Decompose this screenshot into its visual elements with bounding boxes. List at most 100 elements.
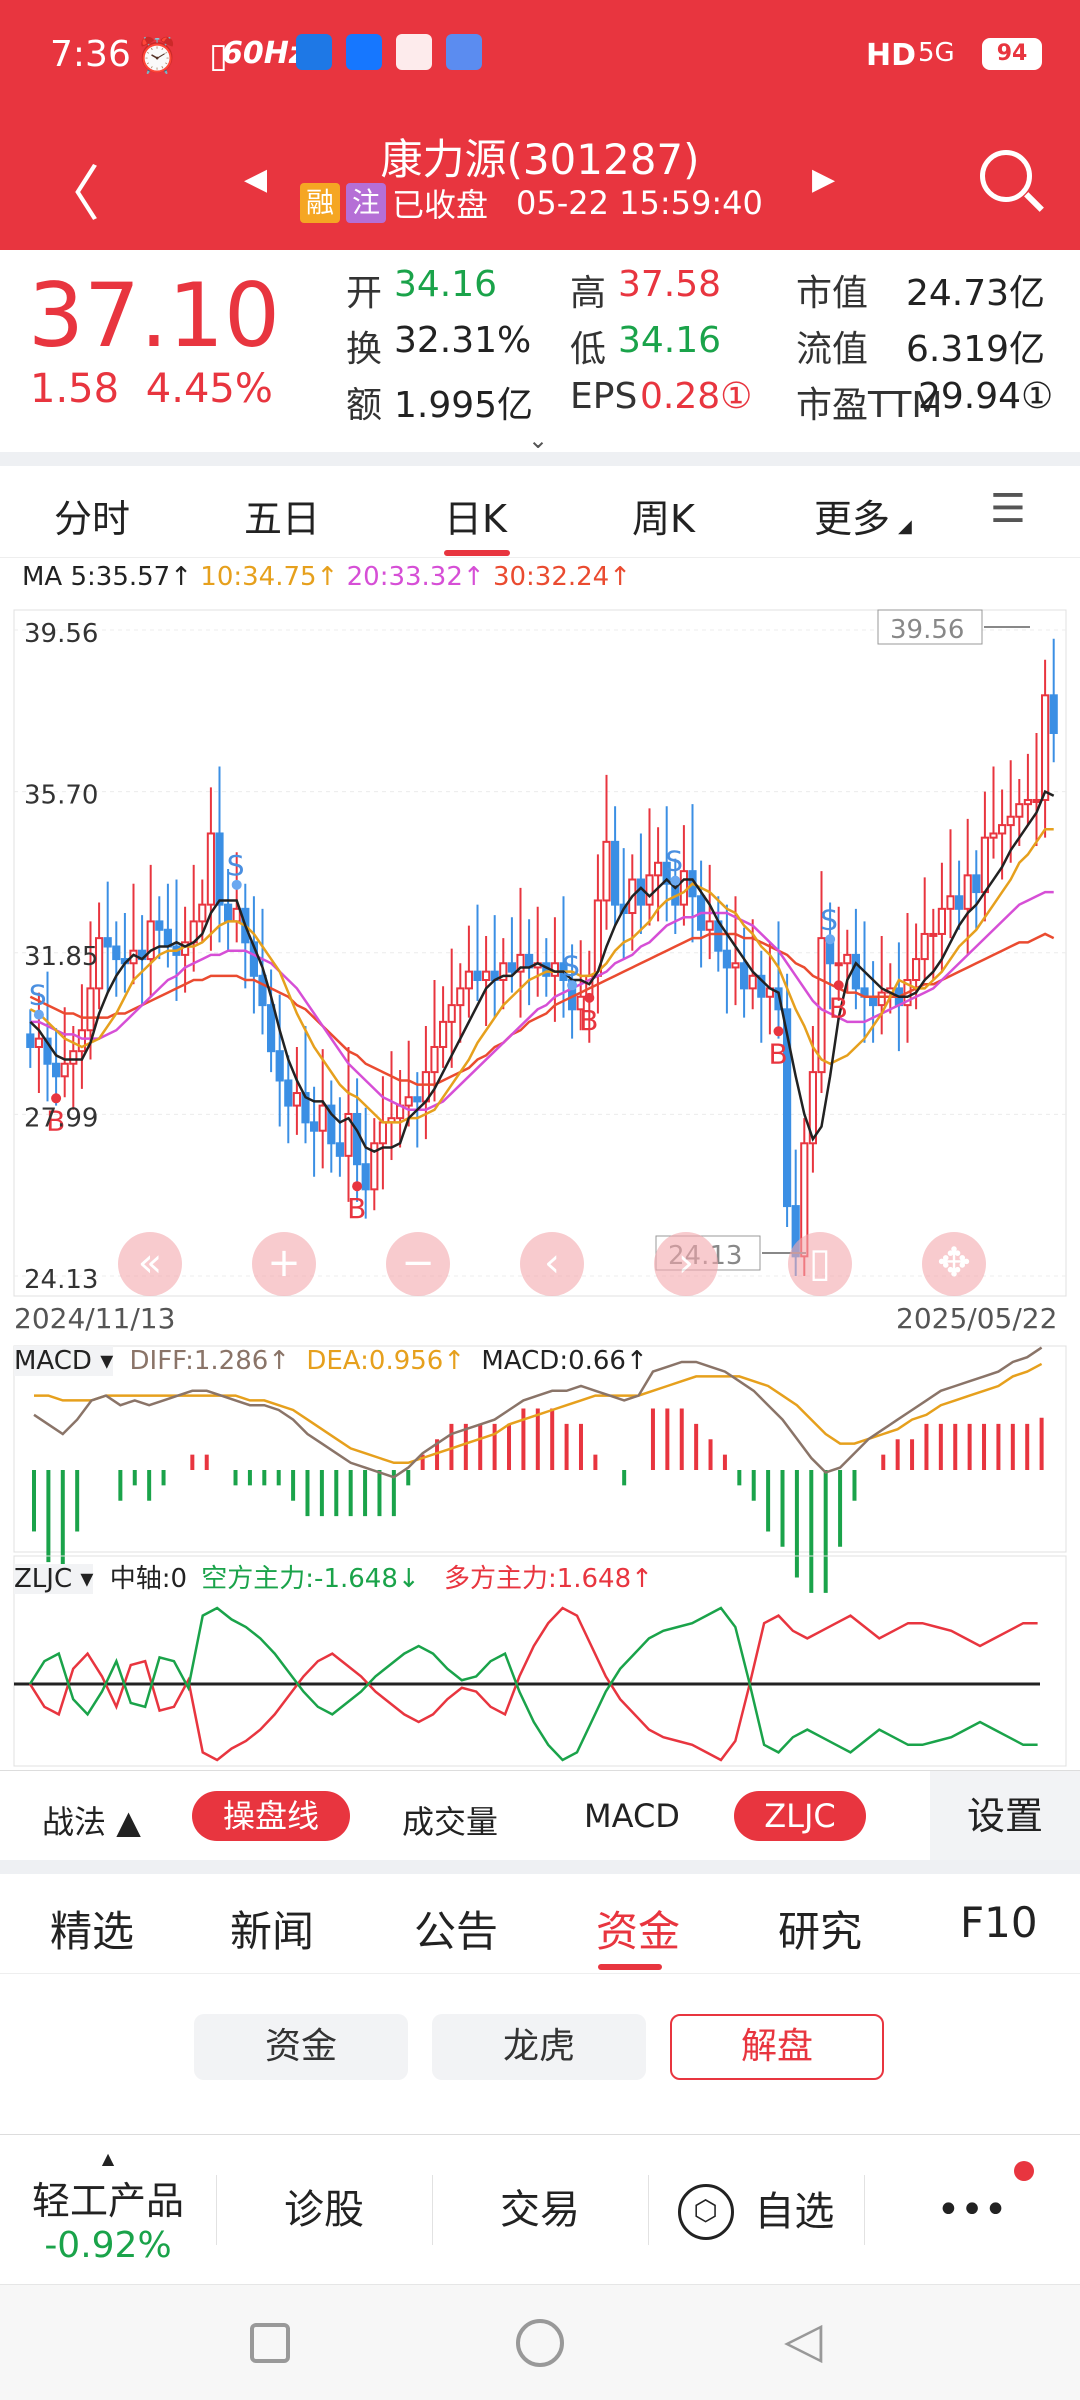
price-change: 1.58 4.45% xyxy=(30,366,273,412)
zoom-out-icon[interactable]: − xyxy=(386,1232,450,1296)
quote-datetime: 05-22 15:59:40 xyxy=(516,184,763,222)
refresh-rate: 60Hz xyxy=(222,36,307,71)
kline-border xyxy=(13,609,1067,1297)
macd-toggle[interactable]: MACD xyxy=(584,1797,680,1835)
recent-apps-icon[interactable] xyxy=(250,2323,290,2363)
candle-body xyxy=(602,840,611,902)
fund-subtabs: 资金 龙虎 解盘 xyxy=(0,1974,1080,2134)
note-tag: 注 xyxy=(346,183,386,223)
candle-body xyxy=(224,903,233,923)
tab-news[interactable]: 新闻 xyxy=(230,1907,315,1956)
high-label-box xyxy=(877,609,983,645)
tab-f10[interactable]: F10 xyxy=(960,1898,1038,1947)
change-amount: 1.58 xyxy=(30,366,120,412)
stock-title: 康力源(301287) xyxy=(380,135,700,184)
watchlist-icon: ⬡ xyxy=(677,2184,734,2240)
candle-body xyxy=(1006,815,1015,827)
zljc-toggle[interactable]: ZLJC xyxy=(734,1791,866,1841)
chart-settings-button[interactable]: 设置 xyxy=(930,1771,1080,1861)
prev-candle-icon[interactable]: ‹ xyxy=(520,1232,584,1296)
subtab-dragon-tiger[interactable]: 龙虎 xyxy=(432,2014,646,2080)
expand-chevron-icon[interactable]: ⌄ xyxy=(528,426,549,454)
buy-signal-dot xyxy=(51,1093,62,1104)
candle-body xyxy=(576,995,585,1011)
candle-body xyxy=(318,1104,327,1132)
stock-header: 〈 ◀ 康力源(301287) 融 注 已收盘 05-22 15:59:40 ▶ xyxy=(0,110,1080,250)
candle-body xyxy=(482,970,491,982)
tab-funds[interactable]: 资金 xyxy=(596,1907,681,1956)
subtab-funds[interactable]: 资金 xyxy=(194,2014,408,2080)
fullscreen-icon[interactable]: ✥ xyxy=(922,1232,986,1296)
candle-body xyxy=(456,987,465,1007)
ma30-line xyxy=(29,932,1055,1086)
scroll-left-icon[interactable]: « xyxy=(118,1232,182,1296)
diff-value: DIFF:1.286↑ xyxy=(129,1346,291,1376)
volume-toggle[interactable]: 成交量 xyxy=(402,1803,499,1841)
bottom-action-bar: ▲ 轻工产品 -0.92% 诊股 交易 ⬡ 自选 ••• xyxy=(0,2134,1080,2284)
buy-signal-dot xyxy=(584,992,595,1003)
zoom-in-icon[interactable]: + xyxy=(252,1232,316,1296)
long-force-line xyxy=(28,1606,1038,1762)
next-candle-icon[interactable]: › xyxy=(654,1232,718,1296)
candle-body xyxy=(851,953,860,990)
candle-body xyxy=(1049,694,1058,734)
more-button[interactable]: ••• xyxy=(864,2135,1080,2285)
candle-body xyxy=(748,974,757,990)
search-icon[interactable] xyxy=(980,150,1032,202)
strategy-button[interactable]: 战法 ▲ xyxy=(42,1803,141,1841)
caret-up-icon: ▲ xyxy=(101,2149,115,2168)
candle-body xyxy=(499,962,508,982)
candle-body xyxy=(989,832,998,839)
notification-dot xyxy=(1014,2161,1034,2181)
tab-daily-k[interactable]: 日K xyxy=(444,497,507,541)
quote-stat-label: 高 xyxy=(570,273,607,314)
candle-body xyxy=(705,920,714,931)
buy-signal: B xyxy=(347,1192,366,1225)
trade-button[interactable]: 交易 xyxy=(500,2187,580,2233)
tab-more[interactable]: 更多 xyxy=(814,497,891,541)
info-tabs: 精选 新闻 公告 资金 研究 F10 xyxy=(0,1874,1080,1974)
candle-body xyxy=(413,1096,422,1103)
tab-announcements[interactable]: 公告 xyxy=(414,1907,499,1956)
tab-weekly-k[interactable]: 周K xyxy=(632,497,695,541)
trading-line-toggle[interactable]: 操盘线 xyxy=(192,1791,350,1841)
sector-cell[interactable]: ▲ 轻工产品 -0.92% xyxy=(0,2135,216,2285)
ma10-label: 10:34.75↑ xyxy=(200,562,339,592)
diagnose-button[interactable]: 诊股 xyxy=(284,2187,364,2233)
macd-indicator-select[interactable]: MACD ▾ xyxy=(14,1346,114,1376)
watchlist-button[interactable]: ⬡ 自选 xyxy=(648,2135,864,2285)
buy-signal: B xyxy=(579,1004,598,1037)
tab-intraday[interactable]: 分时 xyxy=(54,497,131,541)
candle-body xyxy=(998,824,1007,835)
short-force-line xyxy=(28,1606,1038,1762)
buy-signal-dot xyxy=(352,1181,363,1192)
home-icon[interactable] xyxy=(516,2319,564,2367)
tab-featured[interactable]: 精选 xyxy=(50,1907,135,1956)
candle-body xyxy=(52,1062,61,1078)
system-nav-bar: ◁ xyxy=(0,2284,1080,2400)
more-dots-icon: ••• xyxy=(936,2187,1008,2233)
candle-body xyxy=(155,920,164,931)
back-icon[interactable]: 〈 xyxy=(40,160,100,230)
diff-line xyxy=(33,1346,1043,1479)
buy-signal-dot xyxy=(773,1026,784,1037)
quote-stat-value: 24.73亿 xyxy=(906,273,1046,314)
high-label: 39.56 xyxy=(890,615,964,645)
quote-stat-value: 1.995亿 xyxy=(394,385,534,426)
subtab-analysis[interactable]: 解盘 xyxy=(670,2014,884,2080)
tab-research[interactable]: 研究 xyxy=(778,1907,863,1956)
zljc-indicator-select[interactable]: ZLJC ▾ xyxy=(14,1564,94,1594)
candle-body xyxy=(662,861,671,885)
y-tick-label: 31.85 xyxy=(24,942,98,972)
list-settings-icon[interactable]: ☰ xyxy=(990,486,1026,532)
start-date: 2024/11/13 xyxy=(14,1302,175,1335)
next-stock-icon[interactable]: ▶ xyxy=(812,162,836,197)
tab-five-day[interactable]: 五日 xyxy=(244,497,321,541)
quote-stat-label: 额 xyxy=(346,385,383,426)
quote-stat-label: 市值 xyxy=(796,273,869,314)
quote-stat-label: 市盈TTM xyxy=(796,385,943,426)
back-nav-icon[interactable]: ◁ xyxy=(784,2311,823,2369)
reset-icon[interactable]: ▯ xyxy=(788,1232,852,1296)
prev-stock-icon[interactable]: ◀ xyxy=(244,162,268,197)
